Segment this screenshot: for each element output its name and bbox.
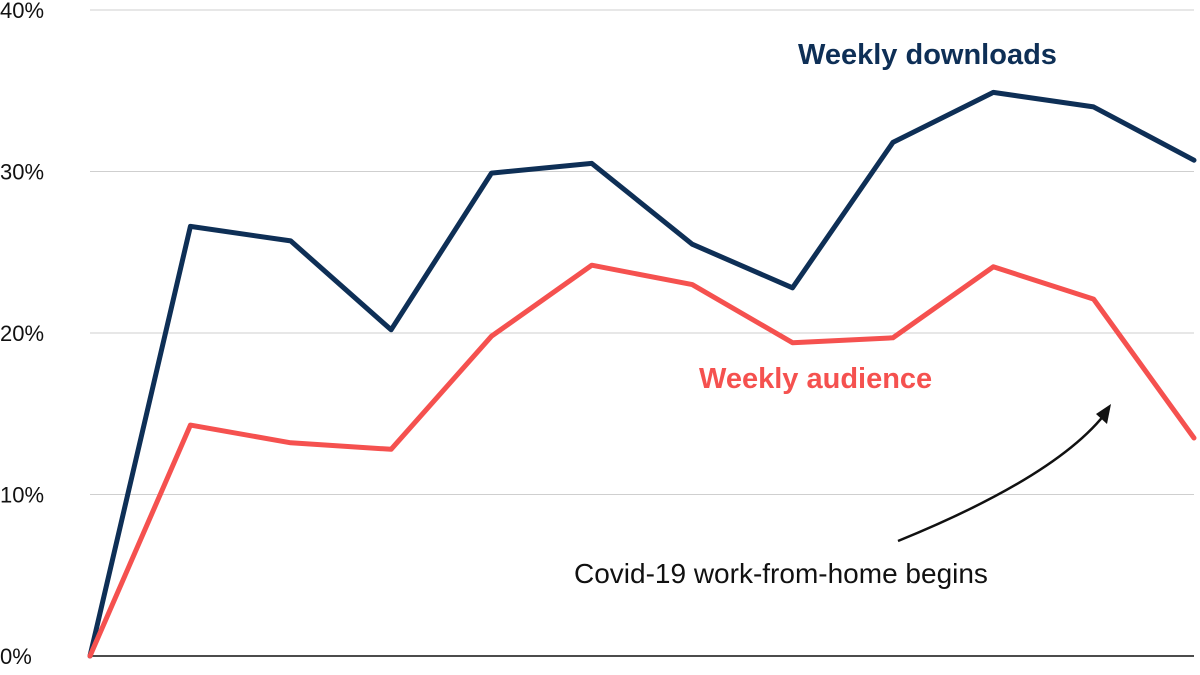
annotation: Covid-19 work-from-home begins bbox=[574, 404, 1111, 589]
annotation-arrowhead bbox=[1096, 404, 1111, 424]
annotation-text: Covid-19 work-from-home begins bbox=[574, 558, 988, 589]
y-tick-label: 30% bbox=[0, 160, 44, 185]
gridlines bbox=[90, 9, 1194, 495]
y-tick-label: 10% bbox=[0, 483, 44, 508]
series-lines bbox=[87, 89, 1197, 659]
y-tick-label: 20% bbox=[0, 321, 44, 346]
series-line-weekly-downloads bbox=[87, 89, 1197, 659]
y-tick-label: 40% bbox=[0, 0, 44, 23]
series-label-weekly-audience: Weekly audience bbox=[699, 363, 932, 395]
y-tick-label: 0% bbox=[0, 644, 32, 669]
annotation-arrow bbox=[897, 409, 1110, 543]
y-axis-ticks: 0% 10% 20% 30% 40% bbox=[0, 0, 44, 669]
series-line-weekly-audience bbox=[87, 262, 1197, 659]
series-label-weekly-downloads: Weekly downloads bbox=[798, 39, 1057, 71]
series-labels: Weekly downloads Weekly audience bbox=[699, 39, 1057, 395]
